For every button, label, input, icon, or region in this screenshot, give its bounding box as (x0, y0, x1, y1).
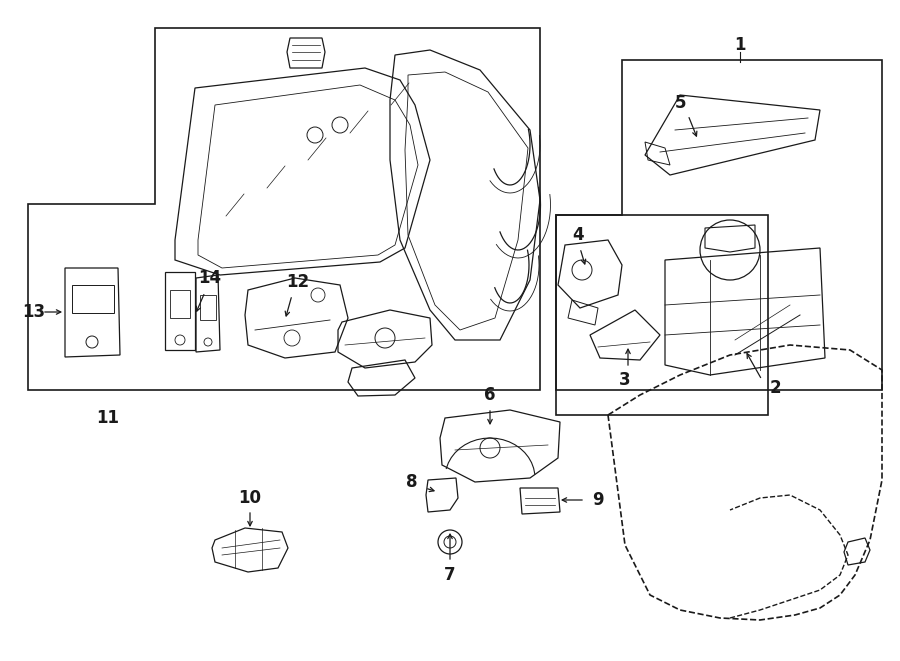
Text: 10: 10 (238, 489, 262, 507)
Text: 9: 9 (592, 491, 604, 509)
Text: 8: 8 (406, 473, 418, 491)
Text: 3: 3 (619, 371, 631, 389)
Text: 7: 7 (445, 566, 455, 584)
Text: 14: 14 (198, 269, 221, 287)
Text: 2: 2 (770, 379, 781, 397)
Text: 11: 11 (96, 409, 120, 427)
Text: 1: 1 (734, 36, 746, 54)
Text: 6: 6 (484, 386, 496, 404)
Text: 4: 4 (572, 226, 584, 244)
Text: 12: 12 (286, 273, 310, 291)
Text: 13: 13 (22, 303, 45, 321)
Text: 5: 5 (674, 94, 686, 112)
